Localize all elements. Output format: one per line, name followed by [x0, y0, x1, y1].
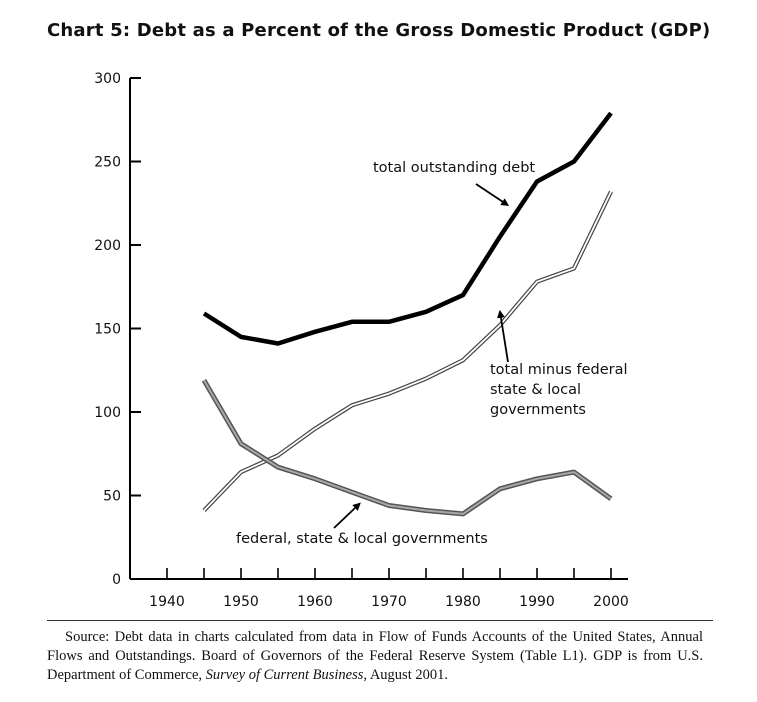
series-total-outstanding-debt	[202, 111, 613, 346]
y-tick-label: 150	[94, 322, 121, 338]
series-line	[202, 190, 613, 512]
annotation-arrow	[496, 309, 509, 363]
annotation-label: total minus federal	[490, 362, 628, 378]
annotation-arrow	[475, 183, 510, 207]
axes: 0 50 100 150 200 250 300 1940 1950 1960 1970 1980 19…	[94, 71, 629, 610]
annotation-total-minus-federal-state-local-governments: total minus federal state & local governme…	[490, 309, 628, 418]
series-total-minus-federal-state-local-governments	[202, 190, 613, 512]
source-date: , August 2001.	[363, 667, 448, 683]
line-chart: 0 50 100 150 200 250 300 1940 1950 1960 1970 1980 19…	[94, 71, 629, 610]
annotation-arrow	[333, 502, 361, 529]
x-tick-label: 1980	[445, 594, 481, 610]
annotation-federal-state-local-governments: federal, state & local governments	[236, 502, 488, 547]
source-note: Source: Debt data in charts calculated f…	[47, 628, 703, 685]
y-tick-label: 300	[94, 71, 121, 87]
series-line-inner	[203, 379, 612, 515]
x-tick-label: 1990	[519, 594, 555, 610]
series-layer	[201, 111, 613, 517]
annotations: total outstanding debt total minus federa…	[236, 160, 628, 547]
source-publication: Survey of Current Business	[205, 667, 364, 683]
y-tick-label: 100	[94, 405, 121, 421]
series-federal-state-local-governments	[201, 379, 613, 517]
annotation-label: federal, state & local governments	[236, 531, 488, 547]
x-tick-label: 1970	[371, 594, 407, 610]
divider	[47, 620, 713, 621]
annotation-label: total outstanding debt	[373, 160, 535, 176]
series-line	[202, 111, 613, 346]
y-tick-label: 250	[94, 155, 121, 171]
annotation-label: governments	[490, 402, 586, 418]
y-tick-label: 50	[103, 489, 121, 505]
y-tick-label: 200	[94, 238, 121, 254]
annotation-label: state & local	[490, 382, 581, 398]
y-tick-label: 0	[112, 572, 121, 588]
source-text: Source: Debt data in charts calculated f…	[47, 629, 703, 683]
x-tick-label: 1950	[223, 594, 259, 610]
series-line	[201, 379, 613, 517]
x-tick-label: 1940	[149, 594, 185, 610]
annotation-total-outstanding-debt: total outstanding debt	[373, 160, 535, 207]
x-tick-label: 1960	[297, 594, 333, 610]
chart-title: Chart 5: Debt as a Percent of the Gross …	[47, 20, 711, 41]
series-line-inner	[203, 191, 612, 512]
x-tick-label: 2000	[593, 594, 629, 610]
